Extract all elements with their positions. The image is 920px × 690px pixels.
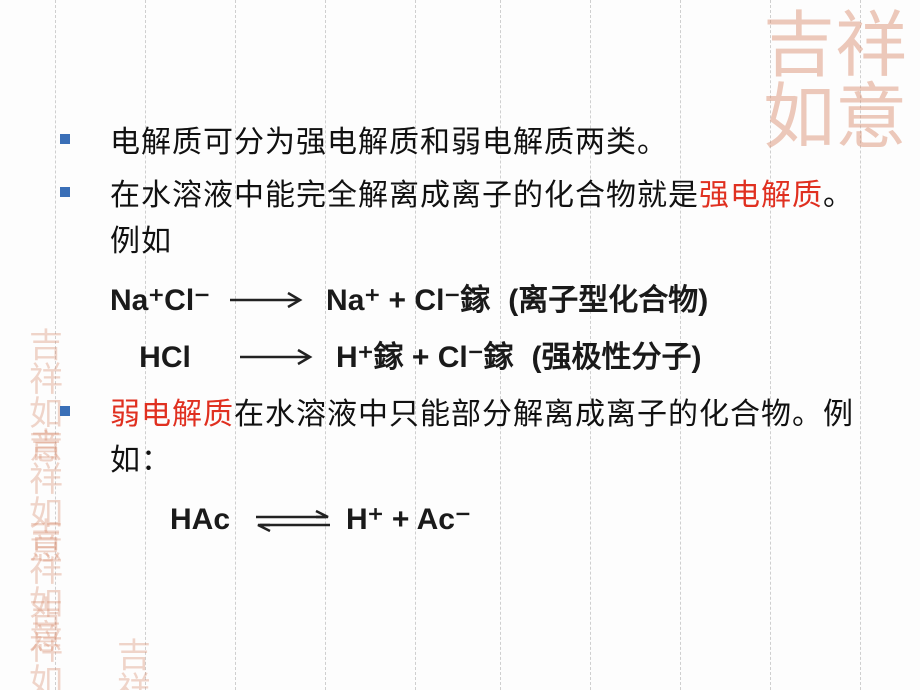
bullet-row-1: 电解质可分为强电解质和弱电解质两类。 [60, 120, 860, 167]
eq2-rhs: H⁺鎵 + Cl⁻鎵 [336, 329, 514, 386]
arrow-icon [238, 345, 318, 369]
bullet-marker [60, 134, 70, 144]
bullet-3-strong: 弱电解质 [110, 398, 234, 431]
eq1-note: (离子型化合物) [508, 272, 708, 329]
bullet-marker [60, 187, 70, 197]
bullet-row-2: 在水溶液中能完全解离成离子的化合物就是强电解质。例如 [60, 173, 860, 266]
eq2-lhs: HCl [110, 329, 220, 386]
equation-1: Na⁺Cl⁻ Na⁺ + Cl⁻鎵 (离子型化合物) [110, 272, 860, 329]
eq3-rhs: H⁺ + Ac⁻ [346, 491, 471, 548]
equation-2: HCl H⁺鎵 + Cl⁻鎵 (强极性分子) [110, 329, 860, 386]
bullet-2-text: 在水溶液中能完全解离成离子的化合物就是强电解质。例如 [110, 173, 860, 266]
eq1-lhs: Na⁺Cl⁻ [110, 272, 210, 329]
bullet-2-strong: 强电解质 [699, 179, 823, 212]
slide: 吉祥如意 吉祥如意 吉祥如意 吉祥如意 吉祥如意 吉祥如意 电解质可分为强电解质… [0, 0, 920, 690]
equilibrium-arrow-icon [248, 507, 328, 531]
seal-small: 吉祥如意 [110, 640, 158, 690]
equation-3: HAc H⁺ + Ac⁻ [170, 491, 860, 548]
bullet-2-pre: 在水溶液中能完全解离成离子的化合物就是 [110, 179, 699, 212]
arrow-icon [228, 288, 308, 312]
bullet-3-text: 弱电解质在水溶液中只能部分解离成离子的化合物。例如： [110, 392, 860, 485]
content-area: 电解质可分为强电解质和弱电解质两类。 在水溶液中能完全解离成离子的化合物就是强电… [60, 120, 860, 548]
bullet-row-3: 弱电解质在水溶液中只能部分解离成离子的化合物。例如： [60, 392, 860, 485]
bullet-1-text: 电解质可分为强电解质和弱电解质两类。 [110, 120, 668, 167]
bullet-marker [60, 406, 70, 416]
eq1-rhs: Na⁺ + Cl⁻鎵 [326, 272, 490, 329]
eq2-note: (强极性分子) [532, 329, 702, 386]
seal-small: 吉祥如意 [22, 598, 70, 690]
eq3-lhs: HAc [170, 491, 230, 548]
